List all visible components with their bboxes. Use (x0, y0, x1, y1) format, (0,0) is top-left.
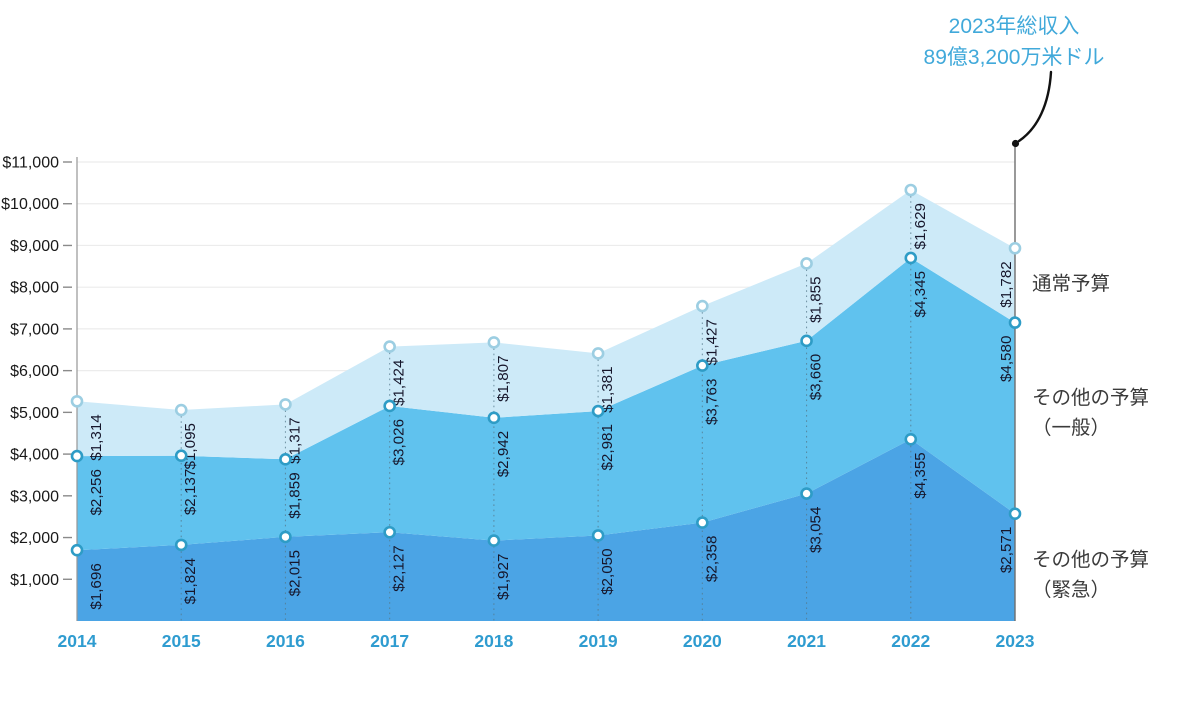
data-point-label: $1,859 (286, 472, 303, 518)
data-point-marker (174, 538, 188, 552)
x-axis-year-label: 2020 (683, 631, 722, 651)
data-point-label: $1,696 (88, 563, 105, 609)
series-label-line: （一般） (1032, 417, 1111, 439)
data-point-marker (487, 336, 501, 349)
data-point-marker (904, 432, 918, 446)
data-point-label: $1,782 (998, 261, 1015, 307)
data-point-marker (800, 334, 813, 348)
data-point-marker (904, 251, 918, 265)
x-axis-year-label: 2018 (474, 631, 513, 651)
data-point-label: $2,127 (391, 545, 408, 591)
data-point-marker (696, 299, 709, 313)
x-axis-year-label: 2022 (891, 631, 930, 651)
area-band-other-budget-general (77, 258, 1015, 551)
series-label-other-budget-general: その他の予算 （一般） (1032, 383, 1149, 443)
annotation-line-2: 89億3,200万米ドル (923, 46, 1105, 69)
data-point-marker (487, 534, 501, 547)
data-point-label: $1,807 (495, 355, 512, 401)
data-point-marker (1008, 507, 1022, 521)
area-band-regular-budget (77, 190, 1015, 460)
series-label-other-budget-emergency: その他の予算 （緊急） (1032, 545, 1149, 605)
data-point-label: $2,981 (599, 424, 616, 470)
data-point-label: $1,629 (912, 203, 929, 249)
data-point-label: $3,054 (808, 507, 825, 553)
data-point-marker (383, 399, 396, 413)
data-point-marker (279, 453, 292, 466)
data-point-marker (696, 359, 709, 372)
data-point-marker (696, 516, 709, 529)
data-point-label: $3,660 (808, 354, 825, 400)
x-axis-year-label: 2023 (996, 631, 1035, 651)
x-axis-year-label: 2021 (787, 631, 826, 651)
y-axis-tick-label: $3,000 (10, 488, 59, 505)
total-revenue-annotation: 2023年総収入 89億3,200万米ドル (877, 11, 1151, 73)
data-point-label: $2,571 (998, 527, 1015, 573)
data-point-marker (70, 394, 84, 408)
annotation-arrow-dot (1011, 139, 1020, 148)
data-point-marker (487, 411, 501, 425)
data-point-marker (1008, 316, 1022, 329)
data-point-label: $2,256 (88, 469, 105, 515)
x-axis-year-label: 2016 (266, 631, 305, 651)
data-point-label: $3,763 (703, 379, 720, 425)
data-point-label: $1,381 (599, 366, 616, 412)
data-point-label: $1,824 (182, 558, 199, 604)
y-axis-tick-label: $1,000 (10, 572, 59, 589)
data-point-label: $2,942 (495, 431, 512, 477)
data-point-label: $2,358 (703, 536, 720, 582)
data-point-marker (279, 398, 292, 411)
y-axis-tick-label: $5,000 (10, 405, 59, 422)
data-point-label: $1,095 (182, 423, 199, 469)
y-axis-tick-label: $2,000 (10, 530, 59, 547)
data-point-marker (174, 449, 188, 463)
data-point-marker (591, 347, 605, 360)
y-axis-tick-label: $7,000 (10, 321, 59, 338)
data-point-label: $2,137 (182, 469, 199, 515)
data-point-marker (904, 183, 918, 197)
data-point-marker (591, 404, 605, 418)
data-point-label: $1,314 (88, 414, 105, 460)
y-axis-tick-label: $10,000 (1, 196, 59, 213)
data-point-label: $1,424 (391, 360, 408, 406)
y-axis-tick-label: $4,000 (10, 447, 59, 464)
data-point-marker (383, 525, 396, 539)
y-axis-tick-label: $11,000 (2, 155, 59, 172)
data-point-label: $4,345 (912, 271, 929, 317)
area-band-other-budget-emergency (77, 439, 1015, 621)
data-point-label: $2,050 (599, 548, 616, 594)
data-point-marker (591, 529, 605, 542)
data-point-label: $4,355 (912, 452, 929, 498)
data-point-marker (800, 487, 813, 500)
data-point-label: $1,927 (495, 554, 512, 600)
series-label-line: 通常予算 (1032, 273, 1111, 295)
series-label-line: （緊急） (1032, 579, 1111, 601)
data-point-marker (800, 257, 813, 270)
x-axis-year-label: 2017 (370, 631, 409, 651)
y-axis-tick-label: $8,000 (10, 280, 59, 297)
x-axis-year-label: 2015 (162, 631, 201, 651)
data-point-label: $1,427 (703, 319, 720, 365)
x-axis-year-label: 2014 (58, 631, 97, 651)
data-point-marker (383, 340, 396, 353)
data-point-label: $1,317 (286, 417, 303, 463)
data-point-marker (70, 543, 84, 557)
data-point-marker (1008, 241, 1022, 255)
series-label-regular-budget: 通常予算 (1032, 269, 1110, 299)
data-point-label: $3,026 (391, 419, 408, 465)
data-point-marker (174, 403, 188, 417)
y-axis-tick-label: $6,000 (10, 363, 59, 380)
data-point-label: $4,580 (998, 336, 1015, 382)
y-axis-tick-label: $9,000 (10, 238, 59, 255)
data-point-marker (70, 449, 84, 463)
annotation-line-1: 2023年総収入 (948, 15, 1080, 38)
data-point-label: $1,855 (808, 276, 825, 322)
series-label-line: その他の予算 (1032, 549, 1150, 571)
annotation-arrow (1017, 70, 1053, 143)
data-point-marker (279, 530, 292, 544)
series-label-line: その他の予算 (1032, 387, 1150, 409)
x-axis-year-label: 2019 (579, 631, 618, 651)
data-point-label: $2,015 (286, 550, 303, 596)
